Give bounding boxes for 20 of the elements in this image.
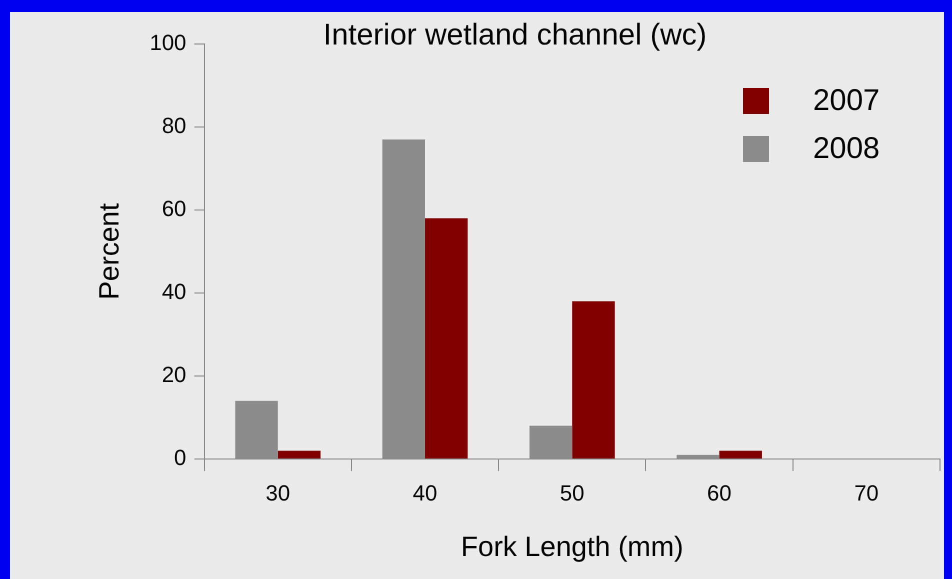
y-tick-label: 20 — [162, 362, 186, 388]
y-tick-label: 80 — [162, 113, 186, 138]
bar — [278, 450, 321, 458]
y-axis-title: Percent — [94, 203, 125, 300]
legend-label: 2008 — [813, 132, 880, 166]
x-tick-label: 60 — [707, 480, 732, 506]
y-tick-label: 60 — [162, 196, 186, 222]
bar — [425, 218, 468, 458]
bar — [719, 450, 762, 458]
y-tick-label: 100 — [150, 30, 186, 56]
bar — [572, 301, 615, 458]
x-tick-label: 40 — [412, 480, 438, 506]
y-tick-label: 0 — [174, 445, 186, 470]
x-tick-label: 50 — [560, 480, 584, 506]
chart-title: Interior wetland channel (wc) — [323, 18, 707, 52]
x-tick-label: 30 — [266, 480, 290, 506]
legend-label: 2007 — [813, 84, 880, 118]
y-tick-label: 40 — [162, 279, 186, 304]
x-tick-label: 70 — [854, 480, 879, 506]
x-axis-title: Fork Length (mm) — [460, 530, 684, 562]
